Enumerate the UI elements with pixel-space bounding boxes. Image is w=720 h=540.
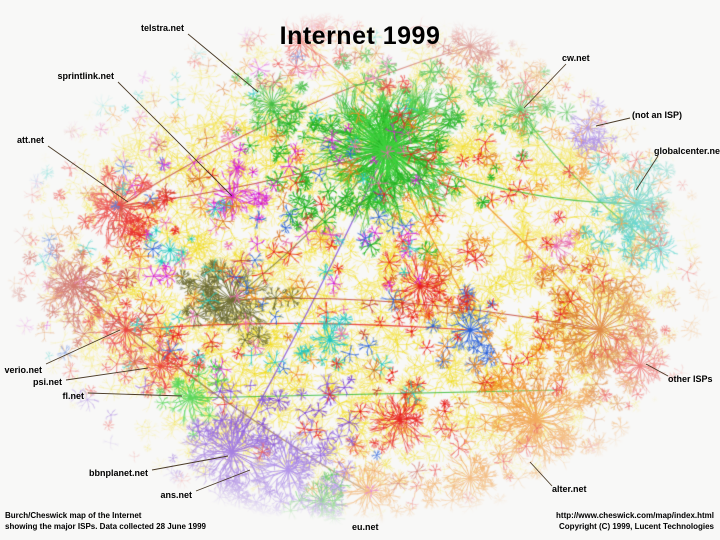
isp-label-other-isps: other ISPs xyxy=(668,374,713,384)
isp-label-sprintlink: sprintlink.net xyxy=(57,71,114,81)
isp-label-ans: ans.net xyxy=(160,490,192,500)
caption-left-line-2: showing the major ISPs. Data collected 2… xyxy=(5,522,206,531)
isp-label-globalcenter: globalcenter.net xyxy=(654,146,720,156)
isp-label-att: att.net xyxy=(17,135,44,145)
isp-label-psi: psi.net xyxy=(32,377,62,387)
caption-left-line-1: Burch/Cheswick map of the Internet xyxy=(5,511,142,520)
isp-label-cw: cw.net xyxy=(562,53,590,63)
caption-right-copyright: Copyright (C) 1999, Lucent Technologies xyxy=(559,522,714,531)
isp-label-eu: eu.net xyxy=(352,522,379,532)
isp-label-alter: alter.net xyxy=(552,484,587,494)
isp-label-telstra: telstra.net xyxy=(140,23,184,33)
caption-right: http://www.cheswick.com/map/index.html C… xyxy=(556,510,714,532)
page-title: Internet 1999 xyxy=(279,22,441,50)
caption-left: Burch/Cheswick map of the Internet showi… xyxy=(5,510,206,532)
isp-label-not-an-isp: (not an ISP) xyxy=(632,110,682,120)
isp-label-bbnplanet: bbnplanet.net xyxy=(89,468,148,478)
caption-right-url: http://www.cheswick.com/map/index.html xyxy=(556,511,714,520)
isp-label-fl: fl.net xyxy=(62,391,85,401)
isp-label-verio: verio.net xyxy=(4,365,42,375)
